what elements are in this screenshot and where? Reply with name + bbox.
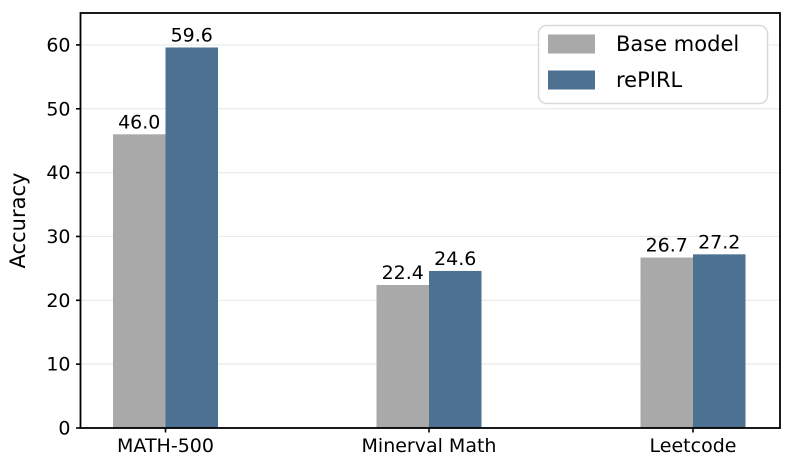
- bar-repirl-leetcode: [693, 254, 746, 428]
- bars: 46.0 22.4 26.7 59.6 24.6 27.2: [113, 24, 746, 429]
- legend-swatch-base-model: [548, 34, 595, 54]
- y-tick-label: 50: [46, 98, 70, 120]
- y-tick-label: 60: [46, 34, 70, 56]
- legend-label-base-model: Base model: [616, 32, 739, 56]
- y-tick-label: 40: [46, 162, 70, 184]
- bar-value-label: 46.0: [118, 111, 160, 133]
- bar-base-model-leetcode: [640, 257, 693, 428]
- legend: Base model rePIRL: [537, 24, 769, 105]
- x-axis: MATH-500 Minerval Math Leetcode: [117, 428, 736, 457]
- bar-value-label: 26.7: [646, 235, 688, 257]
- legend-label-repirl: rePIRL: [616, 68, 683, 92]
- legend-box: [537, 24, 769, 105]
- bar-value-label: 59.6: [171, 24, 213, 46]
- bar-repirl-minerval-math: [429, 270, 482, 428]
- y-tick-label: 10: [46, 354, 70, 376]
- x-tick-label: Minerval Math: [362, 435, 497, 457]
- x-tick-label: Leetcode: [650, 435, 737, 457]
- plot-frame: [79, 12, 781, 429]
- y-tick-label: 30: [46, 226, 70, 248]
- bar-value-label: 27.2: [698, 231, 740, 253]
- legend-swatch-repirl: [548, 70, 595, 90]
- y-tick-label: 0: [58, 418, 70, 440]
- bar-value-label: 22.4: [382, 262, 424, 284]
- y-tick-label: 20: [46, 290, 70, 312]
- bar-base-model-math-500: [113, 134, 166, 429]
- bar-base-model-minerval-math: [376, 284, 429, 428]
- y-axis-title: Accuracy: [6, 173, 30, 269]
- bar-repirl-math-500: [165, 47, 218, 428]
- x-tick-label: MATH-500: [117, 435, 214, 457]
- y-axis: 0 10 20 30 40 50 60: [46, 34, 81, 440]
- bar-value-label: 24.6: [434, 248, 476, 270]
